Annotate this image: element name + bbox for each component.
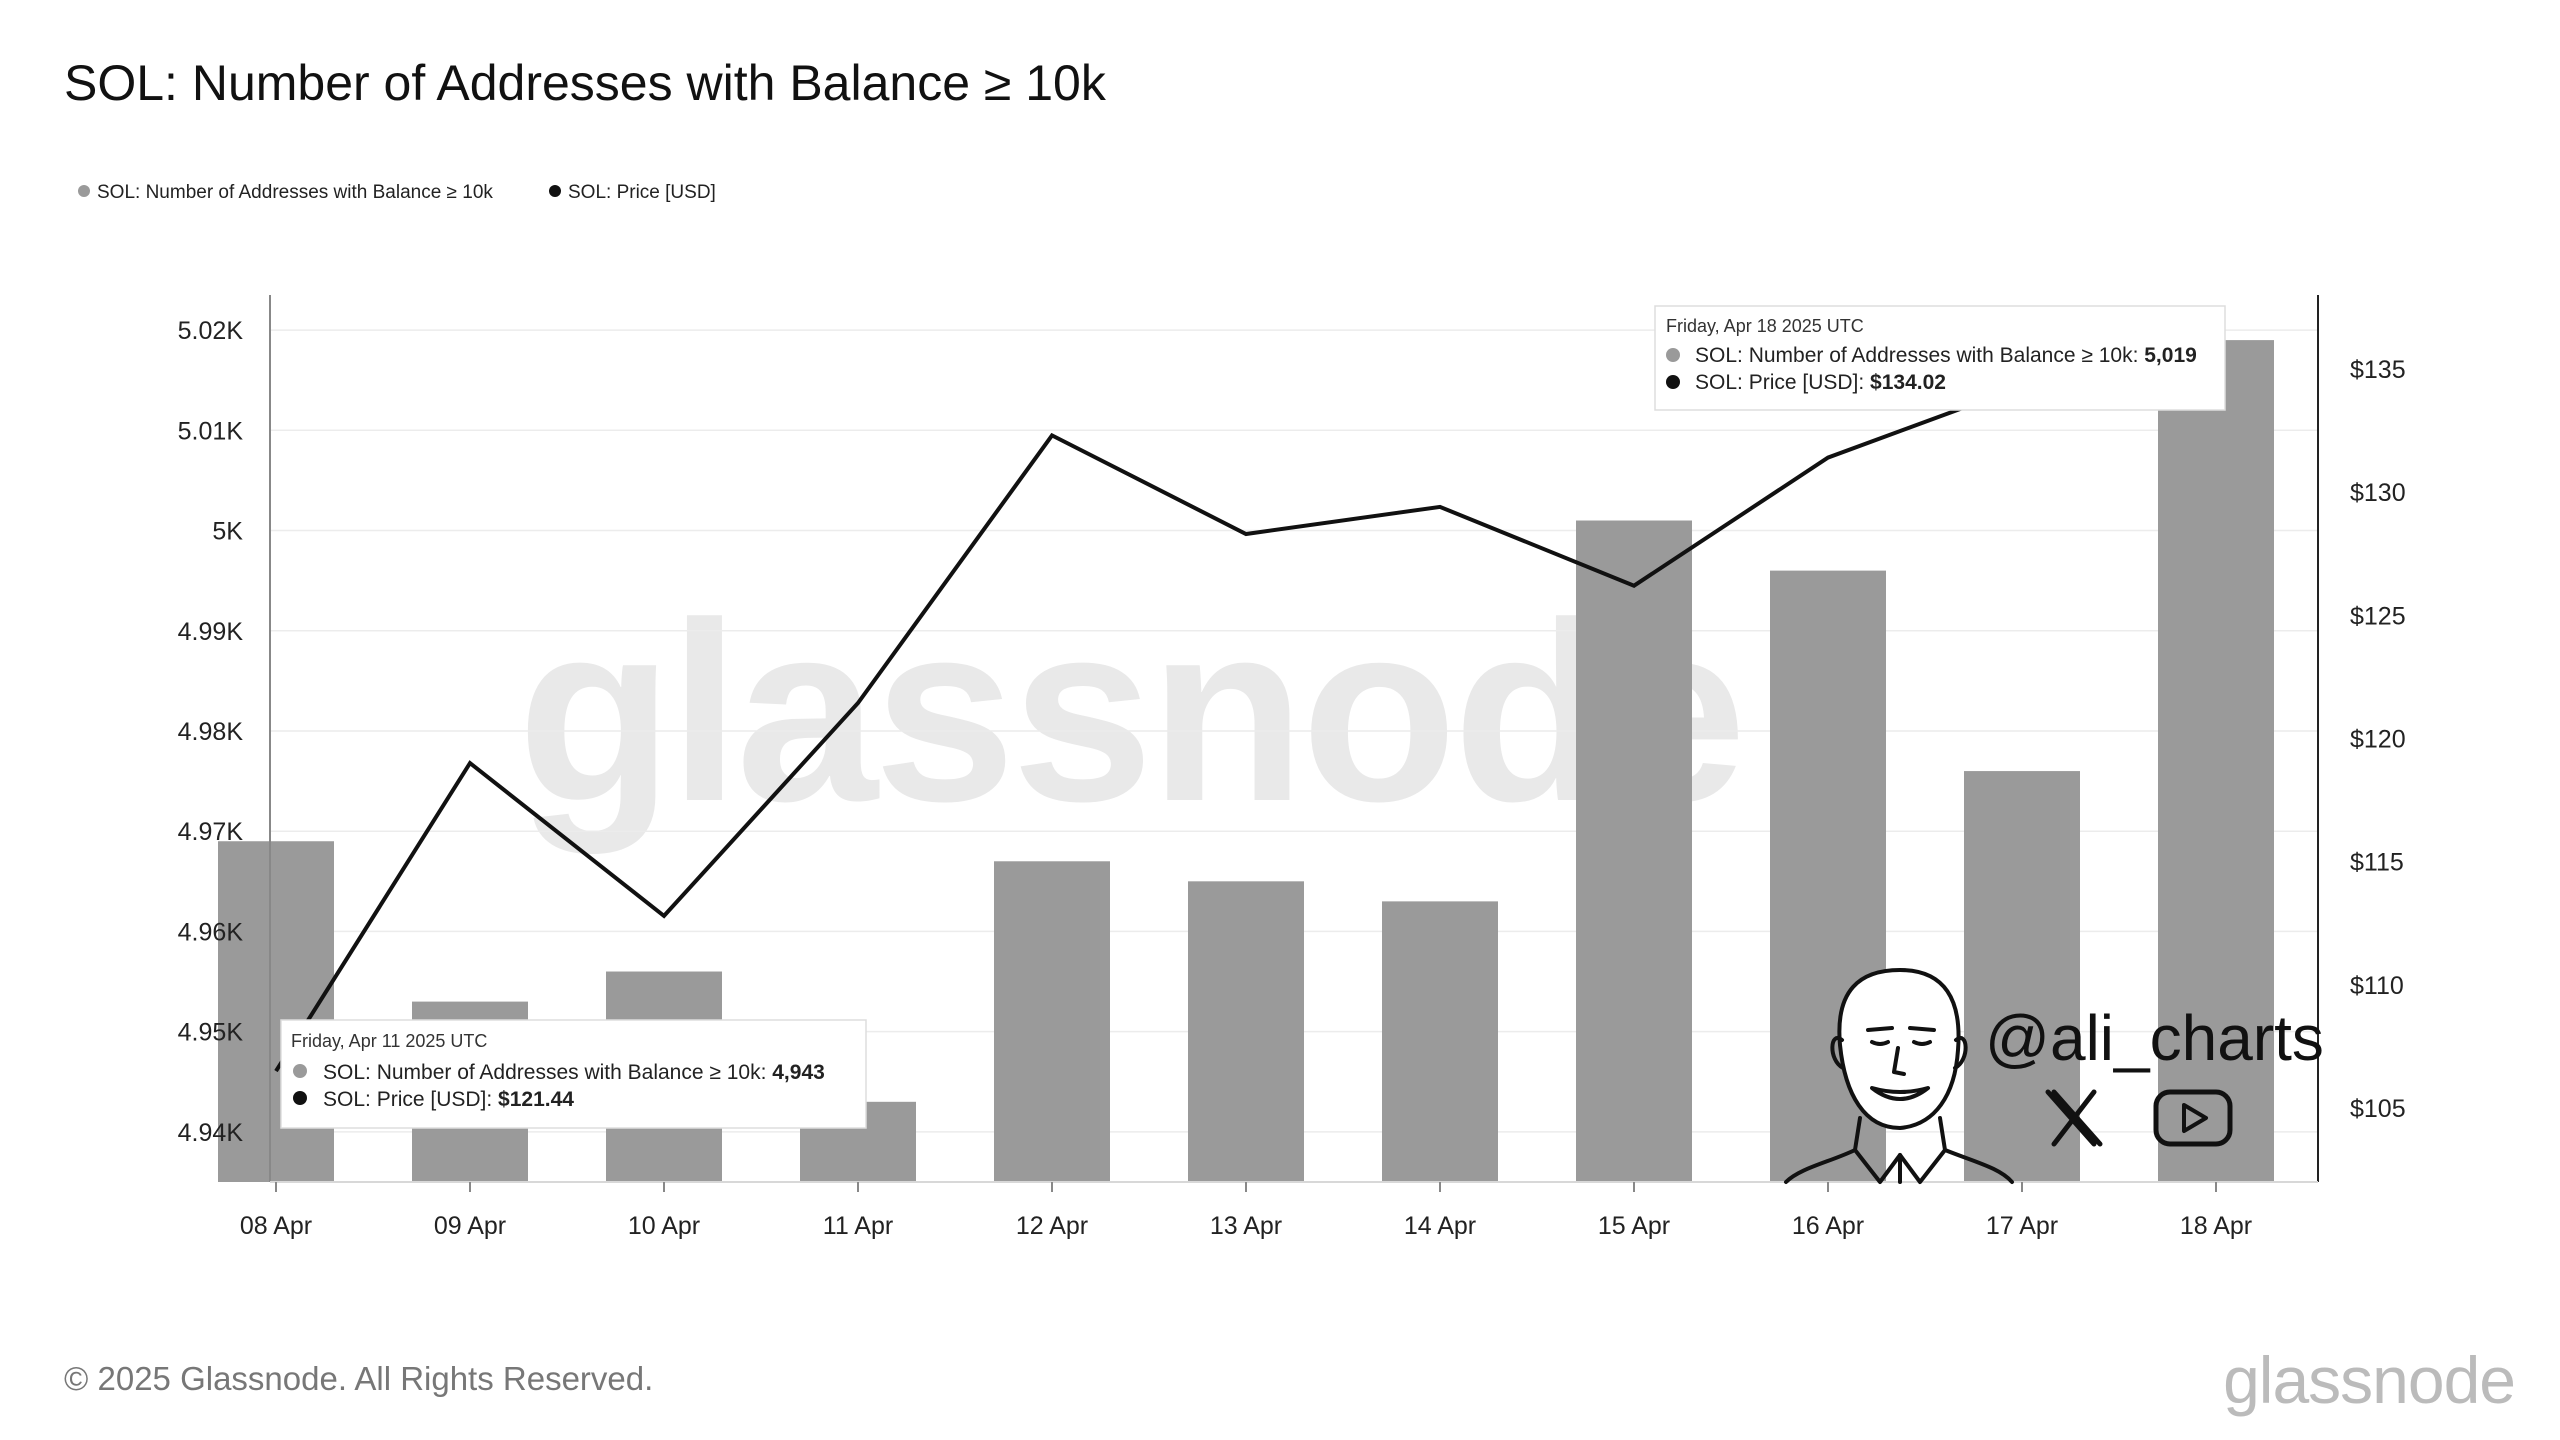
y-left-tick-label: 4.94K — [178, 1119, 244, 1147]
x-tick-label: 17 Apr — [1986, 1212, 2058, 1240]
tooltip-value: 5,019 — [2144, 344, 2197, 367]
x-axis-labels: 08 Apr 09 Apr 10 Apr 11 Apr 12 Apr 13 Apr 14 A… — [240, 1212, 2252, 1240]
tooltip-value: $121.44 — [498, 1088, 574, 1111]
bar-12-apr — [994, 861, 1110, 1182]
x-tick-label: 12 Apr — [1016, 1212, 1088, 1240]
bar-13-apr — [1188, 881, 1304, 1182]
y-right-tick-label: $125 — [2350, 602, 2406, 630]
tooltip-label: SOL: Price [USD]: — [1695, 371, 1870, 394]
tooltip-date: Friday, Apr 18 2025 UTC — [1666, 316, 1864, 336]
tooltip-swatch-price — [293, 1091, 307, 1105]
axes — [269, 295, 2319, 1192]
author-handle: @ali_charts — [1985, 1002, 2324, 1074]
tooltip-value: $134.02 — [1870, 371, 1946, 394]
tooltip-swatch-addresses — [293, 1064, 307, 1078]
legend-label-addresses: SOL: Number of Addresses with Balance ≥ … — [97, 182, 493, 203]
x-tick-label: 08 Apr — [240, 1212, 312, 1240]
brand-logo: glassnode — [2223, 1343, 2515, 1417]
tooltip-date: Friday, Apr 11 2025 UTC — [291, 1031, 487, 1051]
x-tick-label: 10 Apr — [628, 1212, 700, 1240]
x-tick-label: 14 Apr — [1404, 1212, 1476, 1240]
tooltip-row-addresses: SOL: Number of Addresses with Balance ≥ … — [1695, 344, 2197, 367]
tooltip-swatch-addresses — [1666, 348, 1680, 362]
y-right-tick-label: $110 — [2350, 972, 2404, 1000]
y-left-tick-label: 4.95K — [178, 1019, 244, 1047]
tooltip-label: SOL: Number of Addresses with Balance ≥ … — [1695, 344, 2144, 367]
bar-18-apr — [2158, 340, 2274, 1182]
y-axis-left-labels: 4.94K 4.95K 4.96K 4.97K 4.98K 4.99K 5K 5.01K 5.0… — [178, 317, 244, 1147]
tooltip-row-addresses: SOL: Number of Addresses with Balance ≥ … — [323, 1061, 825, 1084]
y-left-tick-label: 4.99K — [178, 618, 244, 646]
y-right-tick-label: $105 — [2350, 1095, 2406, 1123]
legend: SOL: Number of Addresses with Balance ≥ … — [78, 182, 716, 203]
youtube-icon — [2153, 1089, 2233, 1147]
watermark-text: glassnode — [517, 570, 1742, 855]
bar-14-apr — [1382, 901, 1498, 1182]
tooltip-swatch-price — [1666, 375, 1680, 389]
x-tick-label: 11 Apr — [823, 1212, 893, 1240]
legend-label-price: SOL: Price [USD] — [568, 182, 716, 203]
y-left-tick-label: 5K — [212, 518, 243, 546]
y-right-tick-label: $130 — [2350, 479, 2406, 507]
legend-swatch-addresses — [78, 185, 90, 197]
y-right-tick-label: $120 — [2350, 726, 2406, 754]
bar-17-apr — [1964, 771, 2080, 1182]
line-series-price — [274, 317, 2217, 1073]
tooltip-apr-18: Friday, Apr 18 2025 UTC SOL: Number of A… — [1654, 305, 2226, 411]
x-logo-icon — [2045, 1089, 2103, 1147]
y-left-tick-label: 5.01K — [178, 417, 244, 445]
y-left-tick-label: 5.02K — [178, 317, 244, 345]
x-tick-label: 15 Apr — [1598, 1212, 1670, 1240]
author-avatar — [1784, 968, 2014, 1184]
x-tick-label: 13 Apr — [1210, 1212, 1282, 1240]
x-tick-label: 09 Apr — [434, 1212, 506, 1240]
x-tick-label: 18 Apr — [2180, 1212, 2252, 1240]
tooltip-row-price: SOL: Price [USD]: $121.44 — [323, 1088, 574, 1111]
x-tick-label: 16 Apr — [1792, 1212, 1864, 1240]
tooltip-label: SOL: Price [USD]: — [323, 1088, 498, 1111]
tooltip-apr-11: Friday, Apr 11 2025 UTC SOL: Number of A… — [280, 1019, 867, 1129]
chart-title: SOL: Number of Addresses with Balance ≥ … — [64, 55, 1107, 111]
copyright-footer: © 2025 Glassnode. All Rights Reserved. — [64, 1360, 653, 1397]
tooltip-label: SOL: Number of Addresses with Balance ≥ … — [323, 1061, 772, 1084]
tooltip-value: 4,943 — [772, 1061, 825, 1084]
y-left-tick-label: 4.96K — [178, 918, 244, 946]
y-right-tick-label: $115 — [2350, 849, 2404, 877]
price-line — [274, 317, 2217, 1073]
tooltip-row-price: SOL: Price [USD]: $134.02 — [1695, 371, 1946, 394]
legend-swatch-price — [549, 185, 561, 197]
y-right-tick-label: $135 — [2350, 356, 2406, 384]
y-left-tick-label: 4.98K — [178, 718, 244, 746]
bar-15-apr — [1576, 520, 1692, 1182]
y-axis-right-labels: $105 $110 $115 $120 $125 $130 $135 — [2350, 356, 2406, 1123]
y-left-tick-label: 4.97K — [178, 818, 244, 846]
